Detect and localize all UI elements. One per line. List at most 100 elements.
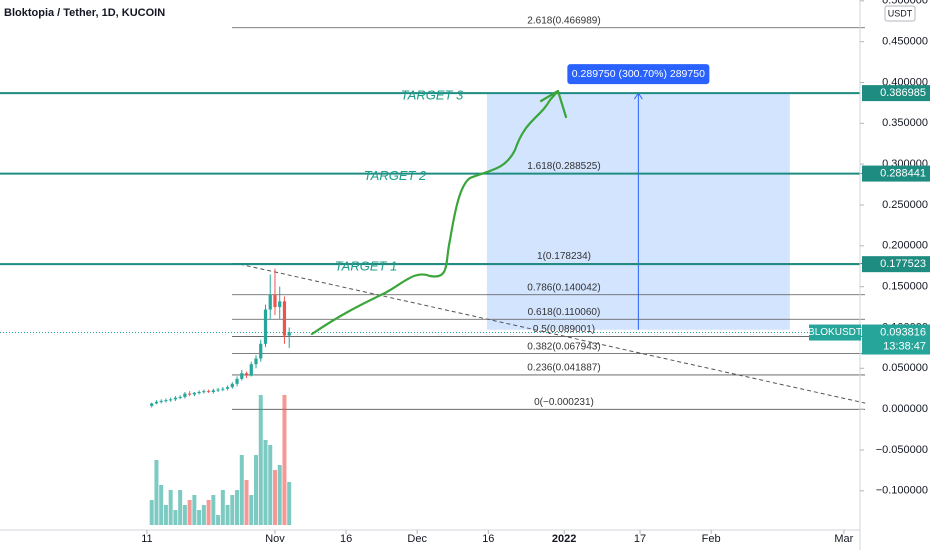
candle-body (206, 391, 211, 393)
currency: USDT (888, 8, 913, 18)
fib-label: 0.382(0.067943) (527, 341, 600, 352)
y-tick-label: 0.200000 (882, 240, 928, 252)
volume-bar (225, 505, 230, 525)
measure-tooltip (567, 64, 710, 85)
plot-area: 2.618(0.466989) 1.618(0.288525) 1(0.178234… (0, 15, 866, 525)
volume-bar (235, 490, 240, 525)
fib-label: 0(−0.000231) (534, 397, 594, 408)
y-tick-label: −0.100000 (876, 485, 928, 497)
symbol-label: BLOKUSDT (808, 327, 862, 338)
volume-bar (220, 490, 225, 525)
y-tick-label: 0.350000 (882, 117, 928, 129)
x-tick-label: 16 (482, 533, 494, 545)
volume-bar (149, 500, 154, 525)
volume-bar (244, 480, 249, 525)
y-tick-label: 0.000000 (882, 403, 928, 415)
candle-body (159, 400, 163, 402)
x-tick-label: 16 (340, 533, 352, 545)
fib-label: 0.236(0.041887) (527, 363, 600, 374)
last-price-box (862, 324, 930, 355)
measure-label: 0.289750 (300.70%) 289750 (572, 68, 705, 80)
target-price: 0.177523 (880, 258, 926, 270)
volume-bar (230, 495, 235, 525)
currency-box (884, 5, 916, 22)
fib-label: 2.618(0.466989) (527, 15, 600, 26)
volume-bar (178, 490, 183, 525)
candle-body (278, 301, 282, 308)
y-tick-label: 0.050000 (882, 362, 928, 374)
candle-body (216, 389, 220, 391)
y-tick-label: −0.050000 (876, 444, 928, 456)
target-price-box (862, 85, 930, 102)
volume-bar (159, 485, 164, 525)
candle-body (268, 294, 272, 310)
volume-bar (173, 510, 178, 525)
fib-label: 0.786(0.140042) (527, 282, 600, 293)
candle-body (202, 391, 206, 393)
volume-bar (277, 465, 282, 525)
candle-body (150, 403, 154, 406)
volume-bar (272, 470, 277, 525)
volume-bar (216, 515, 221, 525)
x-tick-label: Nov (265, 533, 285, 545)
volume-bar (168, 490, 173, 525)
candle-body (178, 396, 182, 398)
volume-bar (154, 460, 159, 525)
x-tick-label: Feb (702, 533, 721, 545)
x-tick-label: 2022 (552, 533, 576, 545)
candle-body (287, 332, 291, 336)
y-tick-label: 0.150000 (882, 281, 928, 293)
x-tick-label: 11 (141, 533, 152, 545)
volume-bar (182, 505, 187, 525)
candle-body (273, 294, 277, 308)
candle-body (211, 390, 215, 392)
candle-body (240, 373, 244, 379)
candle-body (249, 364, 253, 376)
candle-body (188, 393, 192, 395)
candle-body (169, 399, 173, 401)
target-price-box (862, 256, 930, 273)
fib-label: 0.618(0.110060) (528, 307, 601, 318)
candle-body (183, 393, 187, 397)
target-price-box (862, 165, 930, 182)
volume-bar (187, 500, 192, 525)
candle-body (197, 391, 201, 393)
candle-body (192, 392, 196, 395)
countdown: 13:38:47 (883, 340, 926, 352)
candle-body (221, 388, 225, 390)
candle-body (254, 358, 258, 365)
volume-bar (258, 395, 263, 525)
target-price: 0.386985 (880, 87, 926, 99)
volume-bar (282, 395, 287, 525)
volume-bar (201, 505, 206, 525)
volume-bar (197, 510, 202, 525)
volume-bar (254, 455, 259, 525)
volume-bar (287, 482, 292, 525)
symbol-box (809, 324, 861, 341)
candle-body (225, 387, 230, 389)
candle-body (173, 397, 178, 400)
candle-body (235, 378, 239, 384)
fib-label: 1.618(0.288525) (527, 161, 600, 172)
volume-bar (263, 440, 268, 525)
volume-bar (211, 495, 216, 525)
y-tick-label: 0.250000 (882, 199, 928, 211)
volume-bar (192, 495, 197, 525)
volume-bar (268, 445, 273, 525)
y-tick-label: 0.500000 (882, 0, 928, 7)
candle-body (244, 373, 249, 376)
target-label: TARGET 3 (401, 88, 464, 103)
drawn-arrow (310, 89, 568, 336)
candle-body (259, 343, 263, 359)
trendline (239, 263, 866, 404)
fib-label: 1(0.178234) (537, 251, 591, 262)
last-price: 0.093816 (880, 326, 926, 338)
x-tick-label: Dec (407, 533, 427, 545)
candle-body (230, 383, 234, 388)
target-price: 0.288441 (880, 167, 926, 179)
candle-body (263, 309, 268, 344)
chart-title: Bloktopia / Tether, 1D, KUCOIN (4, 7, 165, 19)
candle-body (154, 401, 159, 404)
